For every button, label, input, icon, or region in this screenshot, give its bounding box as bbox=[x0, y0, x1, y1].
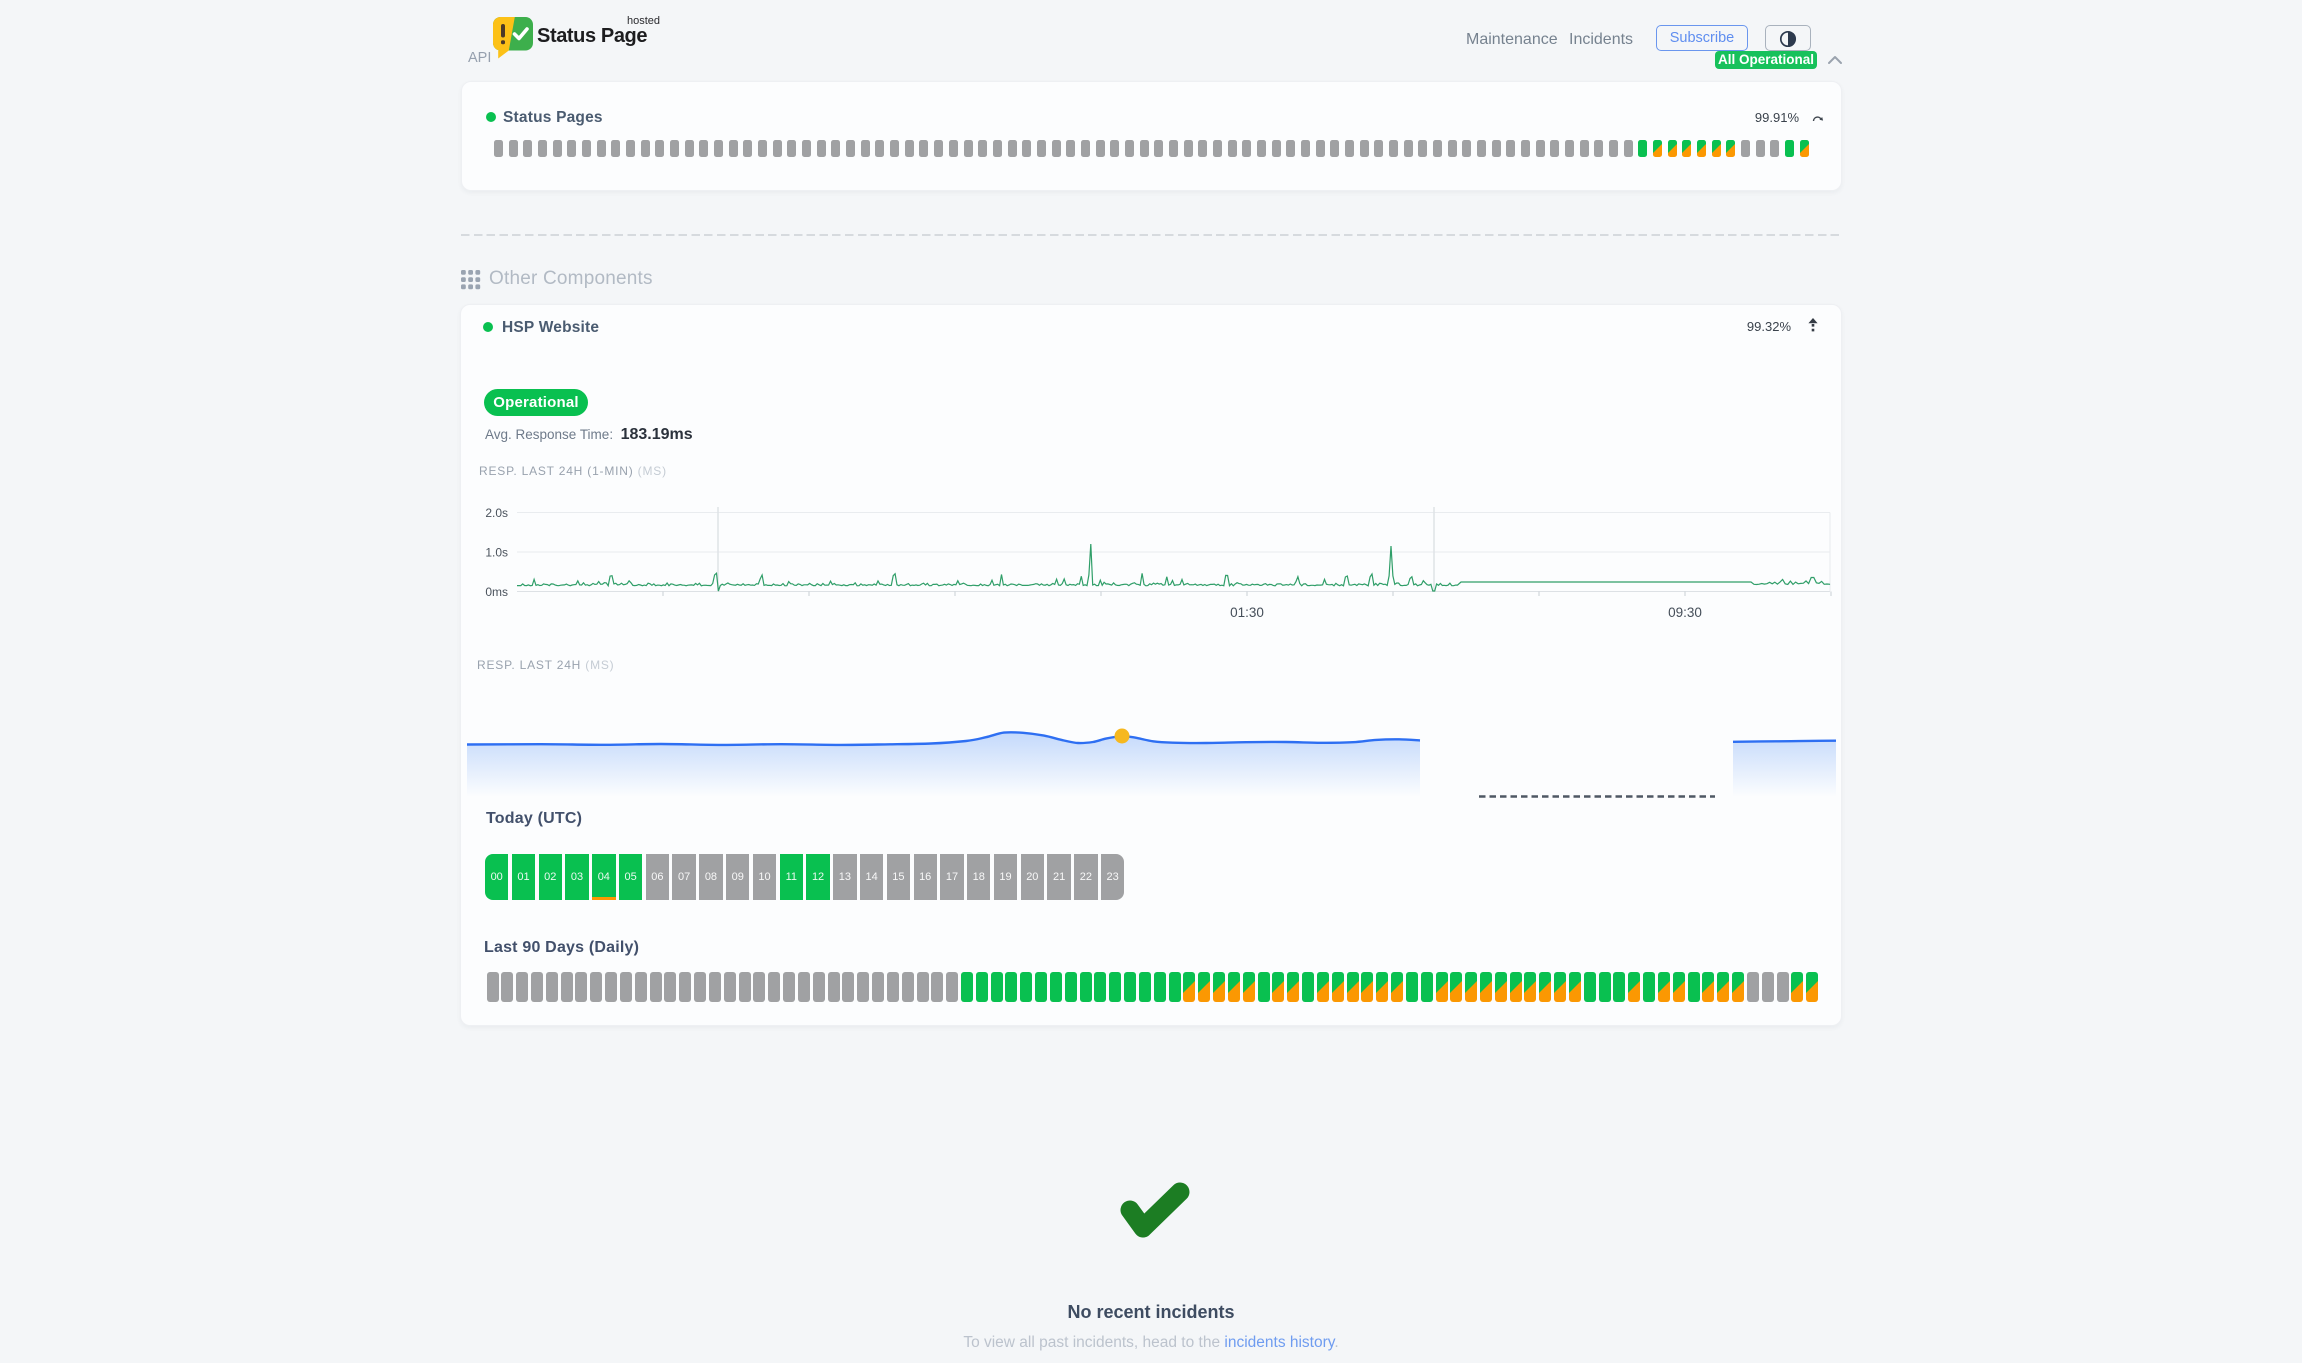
svg-text:0ms: 0ms bbox=[485, 585, 508, 599]
svg-text:1.0s: 1.0s bbox=[485, 546, 508, 560]
svg-text:2.0s: 2.0s bbox=[485, 506, 508, 520]
svg-text:09:30: 09:30 bbox=[1668, 605, 1702, 620]
svg-text:01:30: 01:30 bbox=[1230, 605, 1264, 620]
